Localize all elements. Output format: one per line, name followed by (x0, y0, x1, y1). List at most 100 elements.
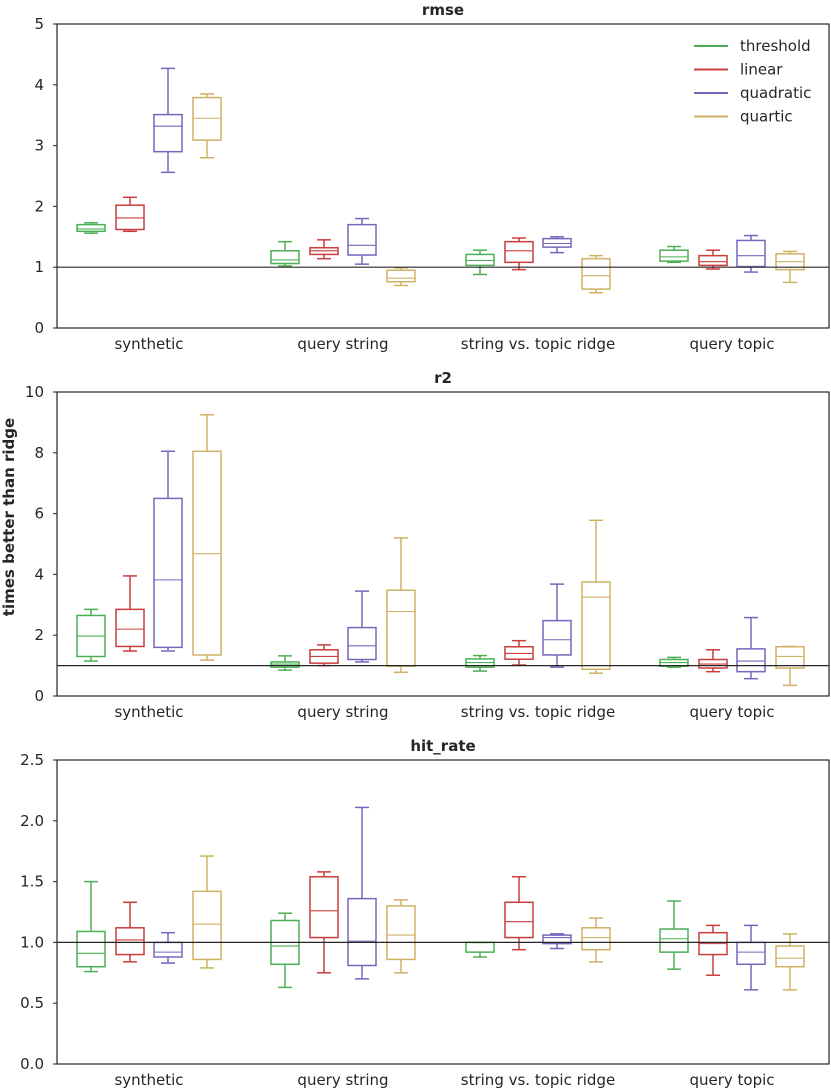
box-body (542, 934, 572, 945)
plot-frame (56, 759, 830, 1065)
box-body (115, 204, 145, 231)
box-threshold (270, 655, 300, 671)
box-body (347, 897, 377, 967)
box-quartic (775, 645, 805, 687)
box-threshold (76, 222, 106, 234)
box-quadratic (736, 924, 766, 991)
box-threshold (659, 245, 689, 264)
x-category-label: string vs. topic ridge (461, 703, 615, 721)
plot-frame (56, 23, 830, 329)
box-quartic (775, 933, 805, 991)
box-body (659, 249, 689, 262)
box-body (775, 646, 805, 669)
box-body (192, 890, 222, 961)
box-body (347, 223, 377, 256)
x-category-label: query topic (689, 1071, 774, 1089)
box-linear (698, 924, 728, 976)
legend-entry-quartic: quartic (694, 108, 793, 126)
y-tick-label: 5 (34, 15, 44, 33)
y-tick-label: 8 (34, 444, 44, 462)
box-linear (698, 649, 728, 673)
y-tick-label: 4 (34, 565, 44, 583)
box-threshold (270, 240, 300, 267)
box-linear (309, 871, 339, 974)
panel-title: r2 (434, 369, 452, 387)
panel-r2: r2 0 2 4 6 8 10 synthetic query string string vs.… (25, 369, 830, 721)
box-body (581, 257, 611, 290)
y-tick-label: 3 (34, 137, 44, 155)
box-body (736, 648, 766, 673)
box-body (775, 945, 805, 968)
box-quartic (192, 855, 222, 969)
box-linear (115, 575, 145, 652)
box-body (192, 96, 222, 141)
box-linear (115, 901, 145, 963)
box-body (465, 941, 495, 953)
box-body (659, 928, 689, 953)
y-tick-label: 1.5 (20, 873, 44, 891)
x-category-label: synthetic (114, 703, 183, 721)
box-linear (698, 249, 728, 270)
x-category-label: query topic (689, 703, 774, 721)
y-tick-label: 6 (34, 505, 44, 523)
box-body (309, 875, 339, 939)
box-body (153, 113, 183, 153)
box-threshold (659, 900, 689, 970)
box-body (76, 930, 106, 968)
box-body (386, 905, 416, 961)
y-tick-label: 0.0 (20, 1055, 44, 1073)
box-body (386, 589, 416, 667)
box-linear (115, 196, 145, 233)
box-quadratic (153, 450, 183, 652)
box-threshold (76, 880, 106, 973)
y-tick-label: 0 (34, 687, 44, 705)
box-body (115, 927, 145, 956)
y-tick-label: 2.0 (20, 812, 44, 830)
box-threshold (659, 656, 689, 668)
x-category-label: synthetic (114, 335, 183, 353)
box-quadratic (347, 590, 377, 663)
x-category-label: string vs. topic ridge (461, 335, 615, 353)
box-body (153, 497, 183, 649)
legend-label: quadratic (740, 84, 811, 102)
x-category-label: query string (297, 703, 388, 721)
legend-label: threshold (740, 37, 811, 55)
box-quadratic (736, 234, 766, 273)
legend-entry-quadratic: quadratic (694, 84, 811, 102)
box-body (386, 269, 416, 283)
box-linear (504, 875, 534, 951)
plot-frame (56, 391, 830, 697)
box-quadratic (153, 931, 183, 964)
box-quartic (192, 93, 222, 159)
box-body (504, 901, 534, 939)
box-quadratic (153, 67, 183, 174)
y-tick-label: 2 (34, 197, 44, 215)
panel-title: rmse (422, 1, 464, 19)
legend: threshold linear quadratic quartic (694, 37, 811, 126)
box-body (465, 253, 495, 267)
box-quartic (581, 917, 611, 963)
x-category-label: string vs. topic ridge (461, 1071, 615, 1089)
legend-entry-linear: linear (694, 61, 783, 79)
box-linear (504, 639, 534, 666)
box-quartic (386, 537, 416, 674)
panel-title: hit_rate (410, 737, 475, 755)
box-quadratic (347, 806, 377, 980)
box-body (542, 237, 572, 248)
legend-label: quartic (740, 108, 793, 126)
box-threshold (465, 249, 495, 276)
box-threshold (465, 654, 495, 672)
panel-rmse: rmse 0 1 2 3 4 5 synthetic query string string vs… (34, 1, 830, 353)
box-linear (309, 644, 339, 667)
box-linear (309, 239, 339, 260)
x-category-label: synthetic (114, 1071, 183, 1089)
box-quartic (581, 519, 611, 674)
box-body (504, 240, 534, 264)
box-body (115, 608, 145, 648)
box-body (76, 223, 106, 233)
legend-label: linear (740, 61, 783, 79)
box-body (736, 239, 766, 268)
box-quadratic (347, 217, 377, 265)
box-quartic (775, 250, 805, 284)
